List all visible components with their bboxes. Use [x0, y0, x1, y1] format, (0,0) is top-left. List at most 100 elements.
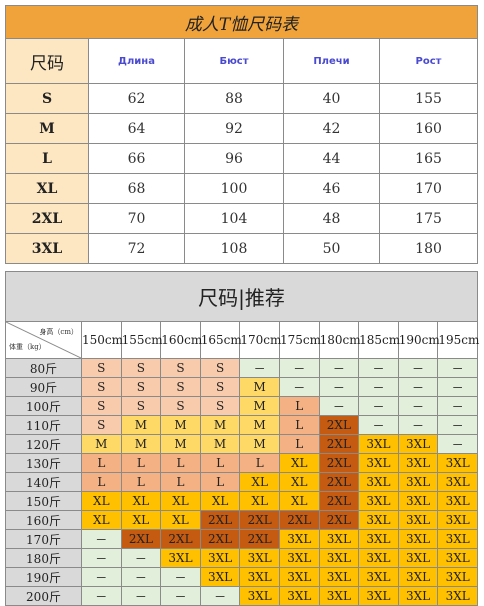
recommended-size-cell: 3XL [397, 491, 439, 511]
height-header: 180cm [318, 321, 361, 359]
weight-label: 160斤 [5, 510, 82, 530]
corner-height-label: 身高（cm） [39, 328, 78, 336]
height-header: 195cm [437, 321, 479, 359]
height-header: 165cm [199, 321, 242, 359]
recommended-size-cell: － [437, 377, 479, 397]
weight-row: 170斤－ 2XL 2XL 2XL 2XL 3XL 3XL 3XL 3XL 3XL [5, 529, 479, 549]
recommended-size-cell: 3XL [397, 586, 439, 606]
recommended-size-cell: 3XL [437, 548, 479, 568]
recommended-size-cell: － [437, 358, 479, 378]
recommended-size-cell: S [81, 396, 122, 416]
recommended-size-cell: － [160, 567, 201, 587]
recommended-size-cell: 3XL [239, 548, 280, 568]
weight-row: 150斤 XL XL XL XL XL XL 2XL 3XL 3XL 3XL [5, 491, 479, 511]
recommended-size-cell: 3XL [239, 567, 280, 587]
size-row: 3XL 72 108 50 180 [5, 233, 479, 264]
size-label: M [5, 113, 89, 144]
recommended-size-cell: L [120, 472, 162, 492]
recommended-size-cell: XL [81, 510, 122, 530]
weight-label: 190斤 [5, 567, 82, 587]
recommended-size-cell: － [358, 358, 399, 378]
recommended-size-cell: XL [160, 510, 201, 530]
recommended-size-cell: 3XL [358, 510, 399, 530]
corner-weight-label: 体重（kg） [9, 343, 46, 351]
recommended-size-cell: L [120, 453, 162, 473]
recommended-size-cell: 2XL [318, 472, 360, 492]
column-header-shoulders: Плечи [283, 38, 380, 84]
recommended-size-cell: 3XL [199, 548, 241, 568]
recommended-size-cell: 3XL [437, 529, 479, 549]
recommended-size-cell: － [318, 377, 360, 397]
height-header: 160cm [160, 321, 202, 359]
measurement-cell: 50 [283, 233, 380, 264]
recommended-size-cell: 2XL [318, 453, 360, 473]
recommended-size-cell: XL [278, 453, 320, 473]
recommended-size-cell: XL [120, 491, 162, 511]
weight-row: 80斤 S S S S －－－－－－ [5, 358, 479, 378]
recommended-size-cell: － [120, 548, 162, 568]
measurement-cell: 66 [88, 143, 185, 174]
recommended-size-cell: S [120, 358, 162, 378]
height-header: 190cm [397, 321, 440, 359]
recommended-size-cell: 3XL [358, 548, 399, 568]
measurement-cell: 68 [88, 173, 185, 204]
weight-label: 150斤 [5, 491, 82, 511]
recommended-size-cell: 3XL [397, 472, 439, 492]
recommended-size-cell: XL [120, 510, 162, 530]
measurement-cell: 64 [88, 113, 185, 144]
measurement-cell: 175 [378, 203, 479, 234]
measurement-cell: 180 [378, 233, 479, 264]
size-label: S [5, 83, 89, 114]
weight-row: 110斤 S M M M M L 2XL －－－ [5, 415, 479, 435]
recommended-size-cell: S [199, 396, 241, 416]
measurement-cell: 48 [283, 203, 380, 234]
recommended-size-cell: 3XL [358, 434, 399, 454]
recommended-size-cell: S [199, 358, 241, 378]
recommended-size-cell: － [397, 396, 439, 416]
measurement-cell: 108 [184, 233, 284, 264]
recommended-size-cell: S [160, 396, 201, 416]
measurement-cell: 170 [378, 173, 479, 204]
recommended-size-cell: － [358, 415, 399, 435]
recommended-size-cell: L [160, 472, 201, 492]
recommended-size-cell: 2XL [239, 510, 280, 530]
measurement-cell: 42 [283, 113, 380, 144]
recommended-size-cell: L [278, 415, 320, 435]
height-header: 185cm [358, 321, 400, 359]
weight-label: 130斤 [5, 453, 82, 473]
recommended-size-cell: M [120, 434, 162, 454]
recommended-size-cell: L [199, 453, 241, 473]
weight-row: 130斤 L L L L L XL 2XL 3XL 3XL 3XL [5, 453, 479, 473]
weight-label: 110斤 [5, 415, 82, 435]
recommended-size-cell: M [199, 434, 241, 454]
recommended-size-cell: 3XL [199, 567, 241, 587]
recommended-size-cell: － [437, 415, 479, 435]
recommended-size-cell: － [437, 396, 479, 416]
size-column-header: 尺码 [5, 38, 89, 84]
recommended-size-cell: － [318, 396, 360, 416]
recommended-size-cell: 3XL [437, 510, 479, 530]
weight-row: 200斤－－－－ 3XL 3XL 3XL 3XL 3XL 3XL [5, 586, 479, 606]
recommended-size-cell: － [81, 567, 122, 587]
size-label: 3XL [5, 233, 89, 264]
weight-row: 120斤 M M M M M L 2XL 3XL 3XL － [5, 434, 479, 454]
size-label: XL [5, 173, 89, 204]
recommended-size-cell: L [199, 472, 241, 492]
recommended-size-cell: S [199, 377, 241, 397]
recommended-size-cell: 3XL [358, 586, 399, 606]
weight-row: 190斤－－－ 3XL 3XL 3XL 3XL 3XL 3XL 3XL [5, 567, 479, 587]
recommended-size-cell: L [278, 396, 320, 416]
recommended-size-cell: L [160, 453, 201, 473]
measurement-cell: 155 [378, 83, 479, 114]
recommended-size-cell: － [278, 377, 320, 397]
recommended-size-cell: 3XL [358, 529, 399, 549]
size-label: L [5, 143, 89, 174]
recommended-size-cell: 2XL [278, 510, 320, 530]
size-row: L 66 96 44 165 [5, 143, 479, 174]
recommended-size-cell: 3XL [318, 586, 360, 606]
recommended-size-cell: 2XL [318, 434, 360, 454]
recommended-size-cell: － [397, 377, 439, 397]
recommended-size-cell: 3XL [358, 472, 399, 492]
recommended-size-cell: － [160, 586, 201, 606]
recommended-size-cell: － [278, 358, 320, 378]
